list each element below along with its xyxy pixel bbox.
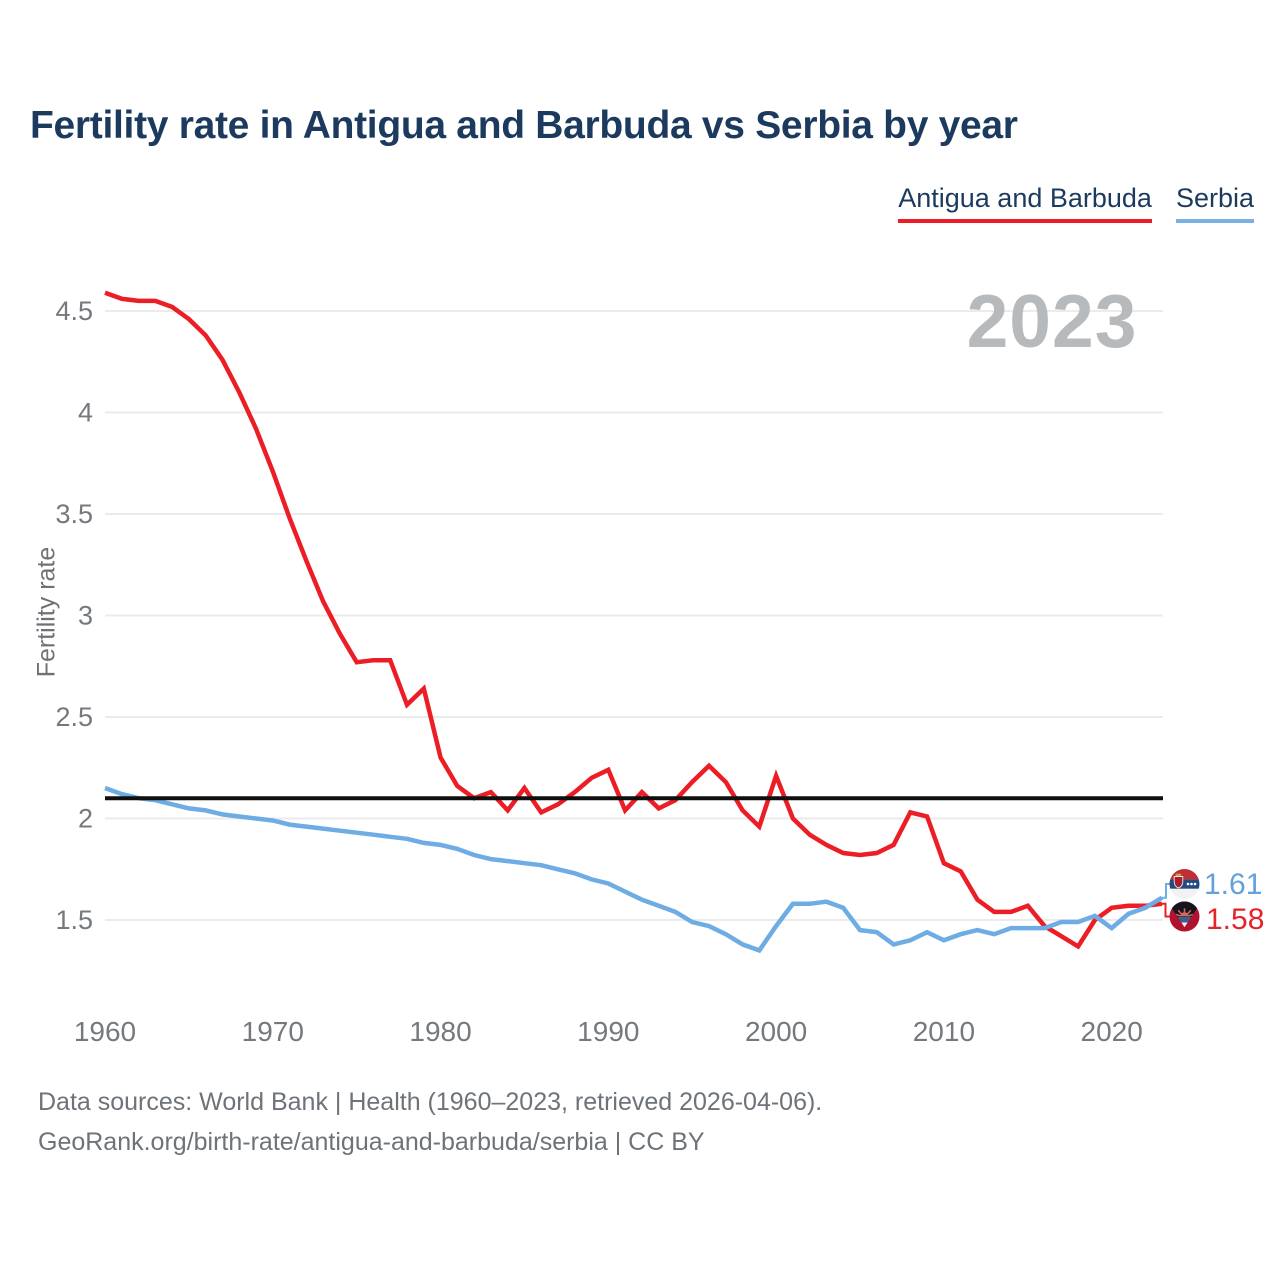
fertility-line-chart: 4.5 4 3.5 3 2.5 2 1.5 1960 1970 1980 1990 2000 2010 2…: [55, 279, 1200, 1047]
serbia-label-connector: [1162, 883, 1170, 899]
end-label-connectors: [1162, 883, 1170, 918]
series-line-antigua-and-barbuda[interactable]: [104, 290, 1163, 950]
serbia-flag-icon: [1169, 869, 1200, 899]
end-value-antigua-and-barbuda: 1.58: [1206, 903, 1265, 936]
legend: Antigua and Barbuda Serbia: [898, 183, 1254, 223]
y-tick-label: 1.5: [55, 905, 93, 935]
antigua-and-barbuda-flag-icon: [1169, 901, 1200, 932]
attribution-line: GeoRank.org/birth-rate/antigua-and-barbu…: [38, 1128, 705, 1156]
end-value-serbia: 1.61: [1204, 868, 1263, 901]
series-layer: [104, 290, 1164, 954]
antigua-label-connector: [1162, 902, 1170, 918]
data-sources-line: Data sources: World Bank | Health (1960–…: [38, 1088, 823, 1116]
y-tick-label: 3.5: [55, 499, 93, 529]
y-tick-label: 2: [78, 804, 93, 834]
y-tick-label: 4.5: [55, 296, 93, 326]
x-tick-label: 1990: [577, 1016, 639, 1047]
page-title: Fertility rate in Antigua and Barbuda vs…: [30, 104, 1018, 147]
x-tick-label: 2020: [1081, 1016, 1143, 1047]
x-tick-label: 1970: [242, 1016, 304, 1047]
series-line-serbia[interactable]: [104, 785, 1164, 954]
y-tick-label: 4: [78, 398, 93, 428]
annotation-layer: [1162, 869, 1200, 932]
watermark-year: 2023: [967, 279, 1138, 363]
legend-item-antigua-and-barbuda[interactable]: Antigua and Barbuda: [898, 183, 1152, 223]
y-tick-label: 2.5: [55, 702, 93, 732]
x-tick-label: 2010: [913, 1016, 975, 1047]
legend-item-serbia[interactable]: Serbia: [1175, 183, 1254, 223]
x-tick-label: 1960: [74, 1016, 136, 1047]
x-tick-label: 1980: [409, 1016, 471, 1047]
footer: Data sources: World Bank | Health (1960–…: [38, 1082, 822, 1162]
grid-layer: 4.5 4 3.5 3 2.5 2 1.5 1960 1970 1980 1990 2000 2010 2…: [55, 296, 1163, 1047]
x-tick-label: 2000: [745, 1016, 807, 1047]
y-tick-label: 3: [78, 601, 93, 631]
